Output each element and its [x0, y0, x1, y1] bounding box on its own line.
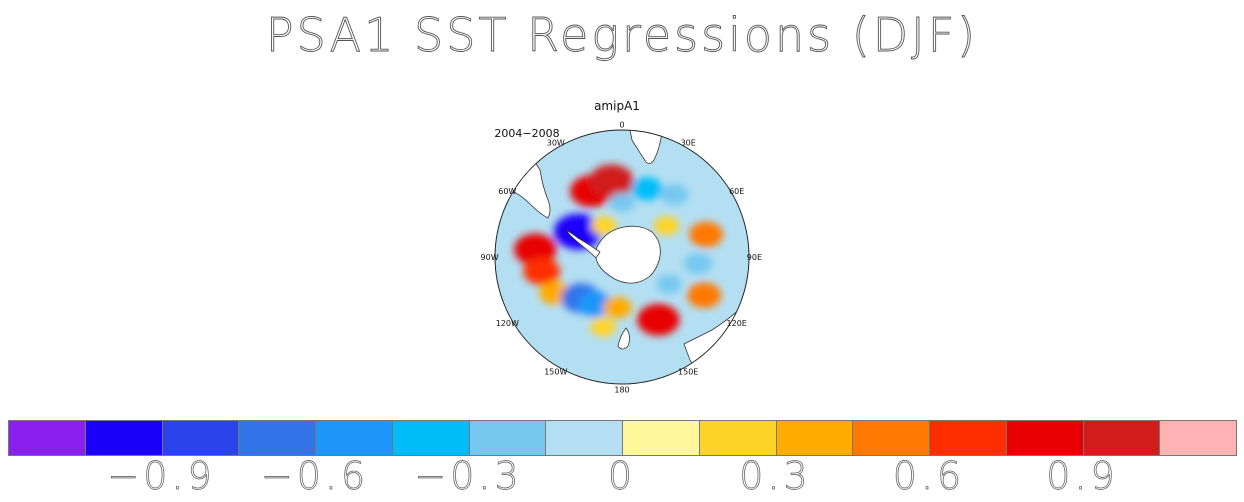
colorbar-tick-label: −0.3 — [414, 454, 523, 499]
colorbar-swatch — [545, 420, 623, 456]
colorbar-swatch — [84, 420, 163, 456]
colorbar-swatch — [929, 420, 1007, 456]
longitude-label: 0 — [619, 121, 624, 130]
sst-anomaly-region — [631, 177, 663, 201]
sst-anomaly-region — [683, 253, 713, 275]
new-zealand-landmass — [617, 327, 630, 350]
colorbar-swatch — [1082, 420, 1161, 456]
sst-anomaly-region — [603, 297, 632, 319]
sst-anomaly-region — [687, 282, 722, 309]
africa-landmass — [629, 130, 663, 164]
colorbar-tick-label: 0.9 — [1046, 454, 1119, 499]
longitude-label: 90E — [747, 253, 762, 262]
sst-anomaly-region — [656, 274, 682, 294]
longitude-labels: 0 30E 60E 90E 120E 150E 180 150W 120W 90W 60W 30W — [481, 121, 762, 395]
period-label: 2004−2008 — [494, 127, 559, 140]
sst-anomaly-region — [660, 183, 689, 206]
map-boundary — [494, 129, 750, 385]
sst-anomaly-region — [554, 213, 602, 250]
sst-anomaly-region — [689, 221, 724, 248]
longitude-label: 90W — [481, 253, 499, 262]
colorbar-tick-label: −0.6 — [260, 454, 370, 499]
colorbar-swatch — [698, 420, 777, 456]
sst-anomaly-region — [590, 317, 616, 337]
colorbar-tick-label: 0 — [607, 454, 637, 499]
colorbar-swatch — [1005, 420, 1084, 456]
sst-anomaly-region — [653, 216, 680, 236]
longitude-label: 150W — [544, 368, 567, 377]
longitude-label: 120E — [727, 319, 747, 328]
longitude-label: 60E — [729, 187, 744, 196]
colorbar-swatch — [468, 420, 547, 456]
map-disk — [495, 130, 749, 384]
colorbar-swatch — [852, 420, 930, 456]
sst-anomaly-region — [588, 164, 635, 199]
longitude-label: 30W — [547, 138, 565, 147]
antarctic-peninsula-landmass — [564, 228, 601, 259]
longitude-label: 30E — [681, 138, 696, 147]
panel-title: amipA1 — [594, 99, 640, 113]
colorbar-swatch — [8, 420, 86, 456]
sst-anomaly-region — [591, 216, 617, 236]
colorbar-tick-label: 0.6 — [892, 454, 966, 499]
sst-anomaly-field — [514, 164, 724, 337]
longitude-label: 120W — [496, 319, 519, 328]
colorbar-swatch — [315, 420, 393, 456]
colorbar-tick-label: −0.9 — [107, 454, 216, 499]
longitude-label: 150E — [678, 368, 698, 377]
main-title: PSA1 SST Regressions (DJF) — [265, 8, 979, 63]
sst-anomaly-region — [637, 303, 680, 336]
colorbar-swatch — [1159, 420, 1237, 456]
colorbar-tick-label: 0.3 — [739, 454, 812, 499]
sst-anomaly-region — [523, 257, 560, 286]
colorbar-swatch — [391, 420, 470, 456]
colorbar-labels: −0.9 −0.6 −0.3 0 0.3 0.6 0.9 — [8, 454, 1236, 500]
colorbar-swatch — [161, 420, 240, 456]
colorbar-swatch — [775, 420, 854, 456]
colorbar — [8, 420, 1237, 456]
colorbar-swatch — [238, 420, 316, 456]
sst-anomaly-region — [577, 291, 612, 317]
antarctica-landmass — [595, 225, 661, 284]
sst-anomaly-region — [514, 233, 557, 266]
sst-anomaly-region — [609, 193, 635, 213]
longitude-label: 60W — [498, 187, 516, 196]
colorbar-swatch — [622, 420, 700, 456]
longitude-label: 180 — [614, 385, 629, 394]
